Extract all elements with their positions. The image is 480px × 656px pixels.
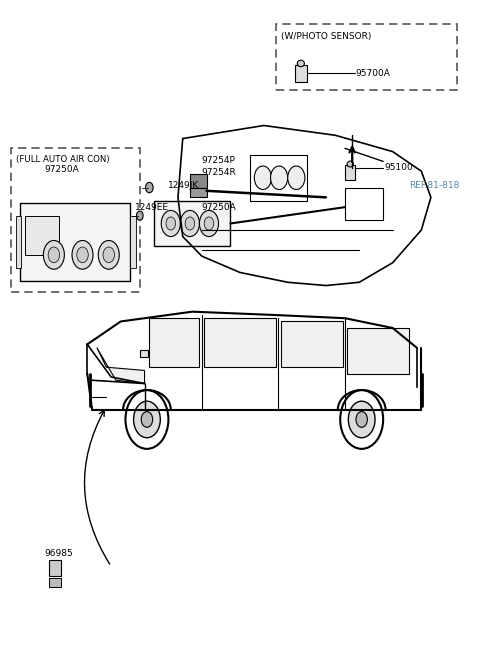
FancyBboxPatch shape (21, 203, 130, 281)
Polygon shape (149, 318, 199, 367)
Ellipse shape (297, 60, 304, 67)
FancyBboxPatch shape (49, 560, 61, 576)
FancyBboxPatch shape (190, 188, 206, 197)
FancyBboxPatch shape (154, 201, 230, 247)
Text: 97254R: 97254R (202, 168, 237, 177)
FancyBboxPatch shape (295, 66, 307, 82)
Polygon shape (281, 321, 343, 367)
Circle shape (166, 217, 176, 230)
Circle shape (136, 211, 143, 220)
Circle shape (48, 247, 60, 262)
Circle shape (254, 166, 272, 190)
Text: 95700A: 95700A (356, 69, 390, 78)
Text: 97250A: 97250A (202, 203, 237, 212)
Circle shape (161, 211, 180, 237)
Circle shape (356, 411, 367, 427)
Circle shape (141, 411, 153, 427)
Circle shape (103, 247, 115, 262)
Circle shape (288, 166, 305, 190)
Circle shape (77, 247, 88, 262)
Polygon shape (204, 318, 276, 367)
Circle shape (133, 401, 160, 438)
FancyBboxPatch shape (16, 216, 22, 268)
Circle shape (43, 241, 64, 269)
Circle shape (204, 217, 214, 230)
Circle shape (348, 401, 375, 438)
Text: 96985: 96985 (44, 549, 73, 558)
Circle shape (180, 211, 199, 237)
Circle shape (340, 390, 383, 449)
Ellipse shape (347, 161, 353, 167)
Circle shape (72, 241, 93, 269)
Text: 1249JK: 1249JK (168, 181, 200, 190)
FancyBboxPatch shape (345, 165, 356, 180)
FancyBboxPatch shape (25, 216, 59, 255)
FancyBboxPatch shape (130, 216, 136, 268)
Circle shape (98, 241, 119, 269)
Text: 97250A: 97250A (44, 165, 79, 174)
Text: 95100: 95100 (384, 163, 413, 173)
Circle shape (271, 166, 288, 190)
Circle shape (145, 182, 153, 193)
Text: (FULL AUTO AIR CON): (FULL AUTO AIR CON) (16, 155, 109, 164)
Text: 1249EE: 1249EE (135, 203, 169, 212)
Polygon shape (348, 328, 409, 374)
Circle shape (125, 390, 168, 449)
Text: 97254P: 97254P (202, 155, 236, 165)
Text: (W/PHOTO SENSOR): (W/PHOTO SENSOR) (281, 32, 371, 41)
Text: REF.81-818: REF.81-818 (409, 181, 460, 190)
FancyBboxPatch shape (49, 577, 61, 587)
Circle shape (185, 217, 195, 230)
Circle shape (199, 211, 218, 237)
FancyBboxPatch shape (190, 174, 206, 188)
Polygon shape (97, 348, 144, 384)
FancyBboxPatch shape (140, 350, 148, 358)
